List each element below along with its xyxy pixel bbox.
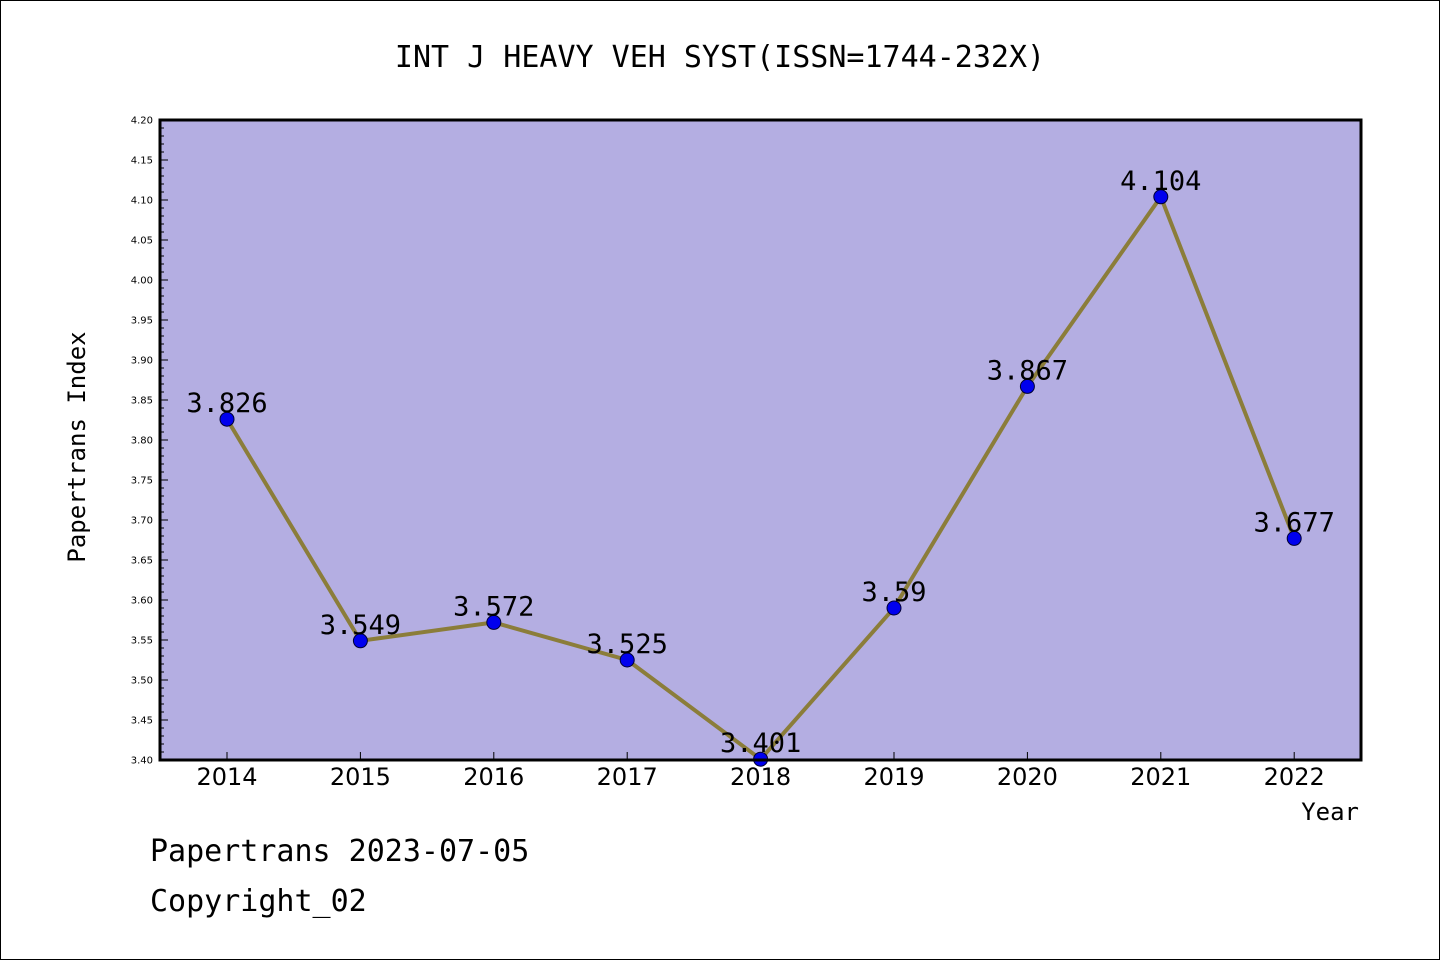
data-point bbox=[486, 614, 502, 630]
x-tick-label: 2021 bbox=[1130, 763, 1191, 791]
x-axis: 2014 2015 2016 2017 2018 2019 2020 2021 2022 bbox=[196, 752, 1325, 791]
x-tick-label: 2020 bbox=[997, 763, 1058, 791]
y-tick-label: 3.70 bbox=[131, 516, 153, 527]
data-label: 3.525 bbox=[587, 629, 668, 660]
y-axis-label: Papertrans Index bbox=[63, 331, 91, 562]
data-label: 4.104 bbox=[1120, 166, 1201, 197]
y-tick-label: 4.15 bbox=[131, 156, 153, 167]
data-label: 3.572 bbox=[453, 591, 534, 622]
x-tick-label: 2019 bbox=[863, 763, 924, 791]
y-tick-label: 3.65 bbox=[131, 556, 153, 567]
y-tick-label: 4.05 bbox=[131, 236, 153, 247]
data-label: 3.59 bbox=[861, 577, 926, 608]
data-point bbox=[1019, 378, 1035, 394]
data-label: 3.549 bbox=[320, 610, 401, 641]
data-points bbox=[219, 189, 1302, 767]
data-label: 3.401 bbox=[720, 728, 801, 759]
y-tick-label: 3.85 bbox=[131, 396, 153, 407]
data-point bbox=[352, 633, 368, 649]
data-point bbox=[886, 600, 902, 616]
plot-area bbox=[160, 120, 1361, 760]
y-tick-label: 3.50 bbox=[131, 676, 153, 687]
y-tick-label: 3.60 bbox=[131, 596, 153, 607]
y-tick-label: 3.90 bbox=[131, 356, 153, 367]
footer-copyright-text: Copyright_02 bbox=[150, 884, 367, 919]
y-tick-label: 3.45 bbox=[131, 716, 153, 727]
data-point bbox=[219, 411, 235, 427]
data-label: 3.677 bbox=[1254, 507, 1335, 538]
data-label: 3.867 bbox=[987, 355, 1068, 386]
y-tick-label: 3.55 bbox=[131, 636, 153, 647]
x-tick-label: 2015 bbox=[330, 763, 391, 791]
y-tick-label: 3.95 bbox=[131, 316, 153, 327]
x-tick-label: 2022 bbox=[1264, 763, 1325, 791]
plot-border bbox=[158, 118, 1363, 762]
data-point bbox=[1286, 530, 1302, 546]
y-tick-label: 4.00 bbox=[131, 276, 153, 287]
y-tick-label: 4.10 bbox=[131, 196, 153, 207]
y-tick-label: 3.75 bbox=[131, 476, 153, 487]
data-point bbox=[1153, 189, 1169, 205]
x-tick-label: 2014 bbox=[196, 763, 257, 791]
data-labels: 3.826 3.549 3.572 3.525 3.401 3.59 3.867 4.104 3… bbox=[186, 166, 1334, 759]
x-tick-label: 2017 bbox=[597, 763, 658, 791]
footer-date-text: Papertrans 2023-07-05 bbox=[150, 834, 530, 869]
data-point bbox=[619, 652, 635, 668]
x-tick-label: 2018 bbox=[730, 763, 791, 791]
x-tick-label: 2016 bbox=[463, 763, 524, 791]
data-label: 3.826 bbox=[186, 388, 267, 419]
y-tick-label: 3.80 bbox=[131, 436, 153, 447]
x-axis-label: Year bbox=[1301, 798, 1359, 826]
chart-title: INT J HEAVY VEH SYST(ISSN=1744-232X) bbox=[395, 40, 1045, 75]
y-tick-label: 4.20 bbox=[131, 116, 153, 127]
y-tick-label: 3.40 bbox=[131, 756, 153, 767]
